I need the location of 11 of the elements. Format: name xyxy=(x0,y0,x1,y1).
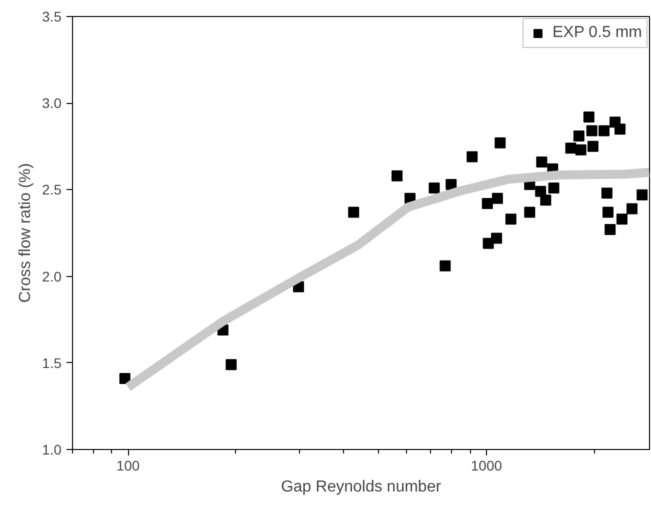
y-tick-label: 2.0 xyxy=(42,268,62,284)
y-tick-label: 1.5 xyxy=(42,354,62,371)
legend-label: EXP 0.5 mm xyxy=(552,24,642,42)
x-tick-label: 1000 xyxy=(470,458,502,474)
x-tick-label: 100 xyxy=(116,458,140,474)
y-tick-label: 3.0 xyxy=(42,95,62,112)
y-tick-label: 2.5 xyxy=(42,182,62,198)
y-axis-title: Cross flow ratio (%) xyxy=(17,163,34,303)
y-tick-label: 3.5 xyxy=(42,8,62,24)
x-axis-title: Gap Reynolds number xyxy=(280,478,442,496)
y-tick-label: 1.0 xyxy=(42,442,62,458)
